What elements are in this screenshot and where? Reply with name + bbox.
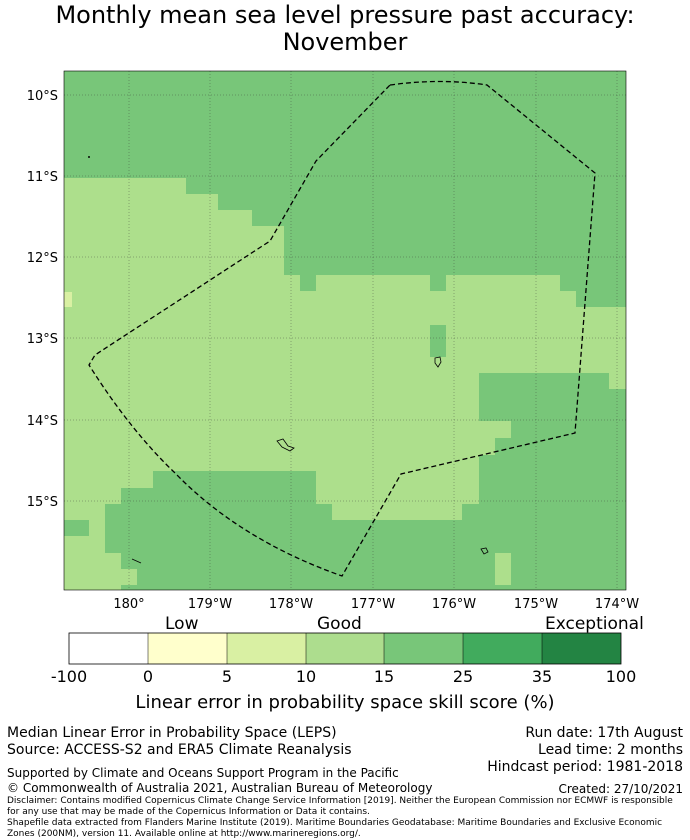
lon-label: 174°W xyxy=(595,597,639,612)
right-good-region xyxy=(462,373,626,590)
colorbar-tick: 35 xyxy=(532,667,552,686)
shapefile-credit: Shapefile data extracted from Flanders M… xyxy=(7,818,687,840)
hindcast-period: Hindcast period: 1981-2018 xyxy=(487,759,683,776)
lat-labels: 10°S 11°S 12°S 13°S 14°S 15°S xyxy=(27,89,58,510)
colorbar-swatch xyxy=(148,633,227,664)
colorbar-swatch xyxy=(463,633,542,664)
disclaimer-block: Disclaimer: Contains modified Copernicus… xyxy=(7,796,687,840)
lat-label: 13°S xyxy=(27,332,58,347)
colorbar-category-exceptional: Exceptional xyxy=(545,614,644,634)
colorbar-tick: 5 xyxy=(222,667,232,686)
colorbar xyxy=(69,633,621,664)
colorbar-swatch xyxy=(227,633,306,664)
meta-left: Median Linear Error in Probability Space… xyxy=(7,725,352,759)
supported-text: Supported by Climate and Oceans Support … xyxy=(7,766,399,781)
lon-label: 177°W xyxy=(351,597,395,612)
copyright-text: © Commonwealth of Australia 2021, Austra… xyxy=(7,781,432,796)
colorbar-swatch xyxy=(542,633,621,664)
lon-label: 175°W xyxy=(514,597,558,612)
map-svg: 10°S 11°S 12°S 13°S 14°S 15°S 180° 179°W… xyxy=(0,0,690,839)
colorbar-swatch xyxy=(69,633,148,664)
colorbar-tick: 10 xyxy=(296,667,316,686)
source-text: Source: ACCESS-S2 and ERA5 Climate Reana… xyxy=(7,742,352,759)
colorbar-title: Linear error in probability space skill … xyxy=(0,692,690,713)
field-cell xyxy=(430,325,446,357)
lon-label: 179°W xyxy=(188,597,232,612)
skill-field xyxy=(64,71,626,590)
lat-label: 12°S xyxy=(27,251,58,266)
lead-time: Lead time: 2 months xyxy=(487,742,683,759)
disclaimer-text: Disclaimer: Contains modified Copernicus… xyxy=(7,796,687,818)
colorbar-tick: 100 xyxy=(606,667,637,686)
lon-label: 176°W xyxy=(432,597,476,612)
lon-label: 178°W xyxy=(269,597,313,612)
created-date: Created: 27/10/2021 xyxy=(558,782,683,797)
colorbar-category-good: Good xyxy=(317,614,362,634)
field-cell xyxy=(64,292,72,307)
colorbar-tick: 0 xyxy=(143,667,153,686)
lat-label: 11°S xyxy=(27,170,58,185)
lat-label: 15°S xyxy=(27,495,58,510)
leps-description: Median Linear Error in Probability Space… xyxy=(7,725,352,742)
lat-label: 10°S xyxy=(27,89,58,104)
colorbar-tick: 25 xyxy=(453,667,473,686)
lat-label: 14°S xyxy=(27,414,58,429)
meta-right: Run date: 17th August Lead time: 2 month… xyxy=(487,725,683,776)
colorbar-swatch xyxy=(306,633,384,664)
lon-label: 180° xyxy=(113,597,144,612)
colorbar-tick: -100 xyxy=(51,667,87,686)
colorbar-swatch xyxy=(384,633,463,664)
colorbar-tick: 15 xyxy=(374,667,394,686)
colorbar-category-low: Low xyxy=(165,614,198,634)
run-date: Run date: 17th August xyxy=(487,725,683,742)
lon-labels: 180° 179°W 178°W 177°W 176°W 175°W 174°W xyxy=(113,597,639,612)
